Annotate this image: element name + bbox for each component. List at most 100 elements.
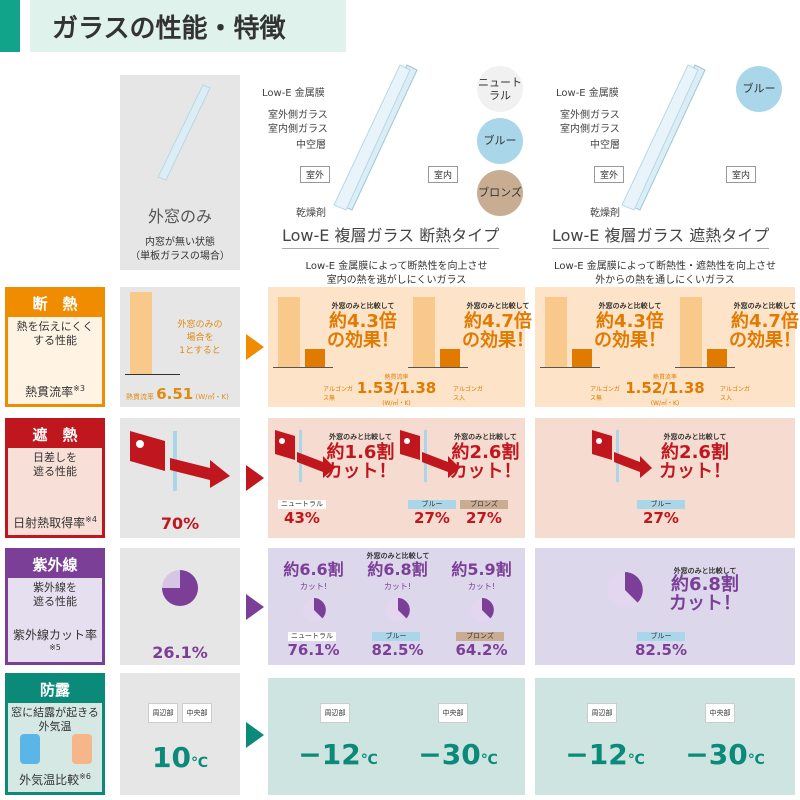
outer-insulation-panel: 外窓のみの 場合を 1とすると 熱貫流率 6.51 (W/㎡・K) (120, 287, 240, 407)
row-label-insulation: 断 熱 熱を伝えにくく する性能 熱貫流率※3 (5, 287, 105, 407)
u-value: 1.52/1.38 (625, 379, 705, 397)
page-title: ガラスの性能・特徴 (30, 0, 346, 52)
baseline (273, 367, 333, 368)
u-value-label: 熱貫流率 (652, 374, 677, 381)
effect-text: 約4.7倍の効果！ (462, 311, 534, 351)
row-label-shading: 遮 熱 日差しを 遮る性能 日射熱取得率※4 (5, 418, 105, 538)
compare-text: 外窓のみと比較して (598, 302, 662, 310)
reduced-bar-icon (572, 349, 592, 367)
cut-text: 約5.9割 (451, 560, 512, 579)
header-accent (0, 0, 20, 52)
cut-text: 約2.6割カット！ (659, 442, 731, 482)
baseline (540, 367, 600, 368)
color-chip: ニュートラル (288, 632, 336, 641)
reduced-bar-icon (707, 349, 727, 367)
color-neutral: ニュートラル (477, 66, 523, 112)
unit-label: (W/㎡・K) (382, 400, 411, 407)
reduced-bar-icon (305, 349, 325, 367)
insulation-col2-panel: 外窓のみと比較して 約4.3倍の効果！ 外窓のみと比較して 約4.7倍の効果！ 1.53… (268, 287, 534, 407)
insulation-title: Low-E 複層ガラス 断熱タイプ (282, 222, 500, 249)
cut-label: カット! (299, 582, 328, 591)
reduced-bar-icon (440, 349, 460, 367)
argon-label: アルゴンガス入 (453, 386, 483, 402)
baseline (675, 367, 735, 368)
color-chip: ブルー (637, 500, 685, 509)
sunlight-arrow-icon (275, 430, 335, 482)
compare-text: 外窓のみと比較して (466, 302, 530, 310)
sun-icon (607, 572, 643, 608)
shading-col2-panel: 外窓のみと比較して 約1.6割カット！ 外窓のみと比較して 約2.6割カット！ ニュート… (268, 418, 525, 538)
arrow-icon (246, 594, 264, 620)
u-value: 1.53/1.38 (356, 379, 437, 397)
sun-icon (386, 598, 410, 622)
sun-icon (302, 598, 326, 622)
cut-label: カット! (467, 582, 496, 591)
color-blue: ブルー (736, 66, 782, 112)
outer-shading-panel: 70% (120, 418, 240, 538)
bar-icon (130, 292, 152, 374)
compare-text: 外窓のみと比較して (331, 302, 395, 310)
cut-text: 約6.8割カット！ (669, 574, 741, 614)
outer-condensation-panel: 周辺部 中央部 10℃ (120, 673, 240, 795)
sunlight-arrow-icon (130, 431, 230, 491)
effect-text: 約4.3倍の効果！ (327, 311, 399, 351)
color-chip: ブルー (408, 500, 456, 509)
shading-value: 27% (466, 509, 502, 527)
compare-text: 外窓のみと比較して (329, 433, 392, 441)
color-chip: ブロンズ (456, 632, 504, 641)
cold-thermometer-icon (20, 734, 40, 764)
uv-value: 76.1% (287, 641, 340, 659)
shading-col3-panel: 外窓のみと比較して 約2.6割カット！ ブルー 27% (535, 418, 795, 538)
bar-icon (413, 297, 435, 367)
shading-value: 43% (284, 509, 320, 527)
cut-text: 約6.8割 (367, 560, 428, 579)
compare-text: 外窓のみと比較して (673, 567, 737, 575)
condensation-col2-panel: 周辺部 中央部 −12℃ −30℃ (268, 678, 525, 795)
outer-window-header: 外窓のみ (120, 75, 240, 270)
insulation-col3-panel: 外窓のみと比較して 約4.3倍の効果！ 外窓のみと比較して 約4.7倍の効果！ 1.52… (535, 287, 800, 407)
single-glass-icon (157, 84, 211, 181)
double-glass-icon (333, 64, 418, 211)
compare-text: 外窓のみと比較して (663, 433, 727, 441)
arrow-icon (246, 465, 264, 491)
u-value-label: 熱貫流率 (384, 374, 409, 381)
argon-label: アルゴンガス無 (323, 386, 353, 402)
compare-text: 外窓のみと比較して (454, 433, 517, 441)
cut-text: 約6.6割 (283, 560, 344, 579)
unit-label: (W/㎡・K) (650, 400, 680, 407)
effect-text: 約4.3倍の効果！ (594, 311, 666, 351)
uv-col3-panel: 外窓のみと比較して 約6.8割カット！ ブルー 82.5% (535, 548, 795, 665)
argon-label: アルゴンガス無 (590, 386, 620, 402)
uv-value: 82.5% (371, 641, 424, 659)
sunlight-arrow-icon (592, 430, 652, 482)
double-glass-icon (621, 64, 706, 211)
sun-icon (162, 570, 198, 606)
argon-label: アルゴンガス入 (720, 386, 750, 402)
cut-text: 約1.6割カット！ (324, 442, 397, 482)
condensation-col3-panel: 周辺部 中央部 −12℃ −30℃ (535, 678, 795, 795)
bar-icon (278, 297, 300, 367)
insulation-diagram: Low-E 金属膜 室外側ガラス 室内側ガラス 中空層 室外 室内 乾燥剤 ニュ… (262, 60, 532, 250)
color-bronze: ブロンズ (477, 170, 523, 216)
baseline (408, 367, 468, 368)
arrow-icon (246, 722, 264, 748)
bar-icon (545, 297, 567, 367)
insulation-desc: Low-E 金属膜によって断熱性を向上させ 室内の熱を逃がしにくいガラス (305, 261, 488, 286)
color-blue: ブルー (477, 118, 523, 164)
color-chip: ブルー (637, 632, 685, 641)
color-chip: ニュートラル (278, 500, 326, 509)
effect-text: 約4.7倍の効果！ (729, 311, 800, 351)
shading-value: 27% (643, 509, 679, 527)
shielding-diagram: Low-E 金属膜 室外側ガラス 室内側ガラス 中空層 室外 室内 乾燥剤 ブル… (552, 60, 797, 250)
compare-text: 外窓のみと比較して (366, 552, 430, 560)
cut-label: カット! (383, 582, 412, 591)
sun-icon (470, 598, 494, 622)
row-label-condensation: 防露 窓に結露が起きる 外気温 外気温比較※6 (5, 673, 105, 795)
sunlight-arrow-icon (400, 430, 460, 482)
color-chip: ブロンズ (460, 500, 508, 509)
uv-value: 64.2% (455, 641, 508, 659)
arrow-icon (246, 334, 264, 360)
warm-thermometer-icon (72, 734, 92, 764)
bar-icon (680, 297, 702, 367)
outer-title: 外窓のみ (147, 207, 212, 226)
